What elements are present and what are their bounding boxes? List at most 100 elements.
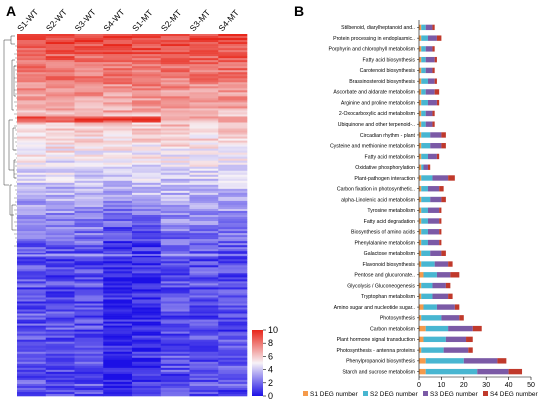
heatmap-cell — [103, 68, 133, 71]
bar-segment — [419, 272, 424, 278]
heatmap-cell — [132, 363, 162, 367]
heatmap-cell — [17, 110, 47, 113]
heatmap-cell — [103, 333, 133, 336]
heatmap-cell — [17, 347, 47, 351]
category-label: Carbon fixation in photosynthetic.. — [337, 187, 415, 193]
bar-segment — [421, 67, 426, 74]
heatmap-cell — [17, 148, 47, 151]
heatmap-cell — [74, 279, 104, 282]
bar-segment — [454, 304, 460, 310]
heatmap-cell — [17, 351, 47, 355]
heatmap-cell — [45, 261, 75, 264]
heatmap-cell — [160, 96, 190, 99]
heatmap-cell — [103, 279, 133, 282]
heatmap-cell — [74, 90, 104, 93]
heatmap-cell — [17, 190, 47, 194]
heatmap-cell — [17, 335, 47, 338]
heatmap-cell — [74, 281, 104, 284]
heatmap-cell — [74, 331, 104, 334]
heatmap-cell — [45, 245, 75, 248]
heatmap-cell — [160, 184, 190, 188]
heatmap-cell — [189, 307, 219, 310]
heatmap-cell — [160, 335, 190, 338]
heatmap-cell — [218, 221, 248, 224]
heatmap-cell — [160, 90, 190, 93]
heatmap-cell — [74, 170, 104, 174]
bar-segment — [421, 250, 431, 256]
heatmap-cell — [74, 245, 104, 248]
legend: S1 DEG number S2 DEG number S3 DEG number S… — [303, 391, 539, 398]
heatmap-cell — [45, 58, 75, 61]
heatmap-cell — [132, 257, 162, 260]
heatmap-cell — [74, 373, 104, 377]
heatmap-cell — [189, 335, 219, 338]
heatmap-cell — [45, 168, 75, 172]
heatmap-cell — [103, 355, 133, 359]
heatmap-cell — [189, 110, 219, 113]
category-label: Circadian rhythm - plant — [360, 133, 416, 139]
heatmap-cell — [218, 217, 248, 220]
heatmap-cell — [160, 124, 190, 127]
heatmap-cell — [218, 198, 248, 202]
heatmap-cell — [218, 206, 248, 210]
heatmap-cell — [17, 210, 47, 214]
heatmap-cell — [160, 120, 190, 123]
heatmap-cell — [132, 361, 162, 365]
bar-segment — [448, 261, 453, 267]
dendrogram-branch — [10, 35, 15, 45]
heatmap-cell — [189, 229, 219, 232]
heatmap-cell — [218, 58, 248, 61]
heatmap-cell — [132, 74, 162, 77]
heatmap-cell — [132, 245, 162, 248]
heatmap-cell — [132, 190, 162, 194]
heatmap-cell — [132, 337, 162, 340]
heatmap-cell — [45, 180, 75, 184]
heatmap-cell — [74, 188, 104, 192]
heatmap-cell — [218, 50, 248, 53]
heatmap-cell — [74, 142, 104, 145]
bar-segment — [419, 239, 422, 246]
heatmap-cell — [103, 206, 133, 210]
heatmap-cell — [45, 148, 75, 151]
heatmap-cell — [74, 375, 104, 379]
heatmap-cell — [218, 287, 248, 290]
heatmap-cell — [160, 223, 190, 226]
heatmap-cell — [189, 114, 219, 117]
heatmap-cell — [132, 156, 162, 159]
heatmap-cell — [45, 335, 75, 338]
heatmap-cell — [45, 156, 75, 159]
heatmap-cell — [189, 287, 219, 290]
heatmap-cell — [160, 68, 190, 71]
category-label: Oxidative phosphorylation — [355, 165, 415, 171]
heatmap-cell — [189, 317, 219, 320]
heatmap-cell — [132, 371, 162, 375]
heatmap-cell — [132, 243, 162, 246]
heatmap-cell — [17, 198, 47, 202]
heatmap-cell — [17, 373, 47, 377]
heatmap-cell — [45, 217, 75, 220]
heatmap-cell — [74, 196, 104, 200]
heatmap-cell — [45, 287, 75, 290]
heatmap-cell — [160, 210, 190, 214]
heatmap-cell — [45, 100, 75, 103]
heatmap-cell — [160, 267, 190, 270]
heatmap-cell — [189, 227, 219, 230]
dendrogram-branch — [13, 65, 16, 97]
heatmap-cell — [45, 138, 75, 141]
heatmap-cell — [160, 333, 190, 336]
heatmap-cell — [74, 76, 104, 79]
heatmap-cell — [189, 269, 219, 272]
heatmap-cell — [132, 287, 162, 290]
heatmap-cell — [189, 381, 219, 385]
heatmap-cell — [189, 357, 219, 361]
heatmap-cell — [189, 241, 219, 244]
bar-segment — [430, 196, 442, 203]
bar-segment — [434, 78, 437, 84]
heatmap-cell — [74, 275, 104, 278]
heatmap-cell — [45, 273, 75, 276]
bar-segment — [421, 315, 442, 321]
heatmap-cell — [74, 271, 104, 274]
column-label: S4-WT — [101, 7, 126, 33]
heatmap-cell — [189, 331, 219, 334]
heatmap-cell — [45, 357, 75, 361]
